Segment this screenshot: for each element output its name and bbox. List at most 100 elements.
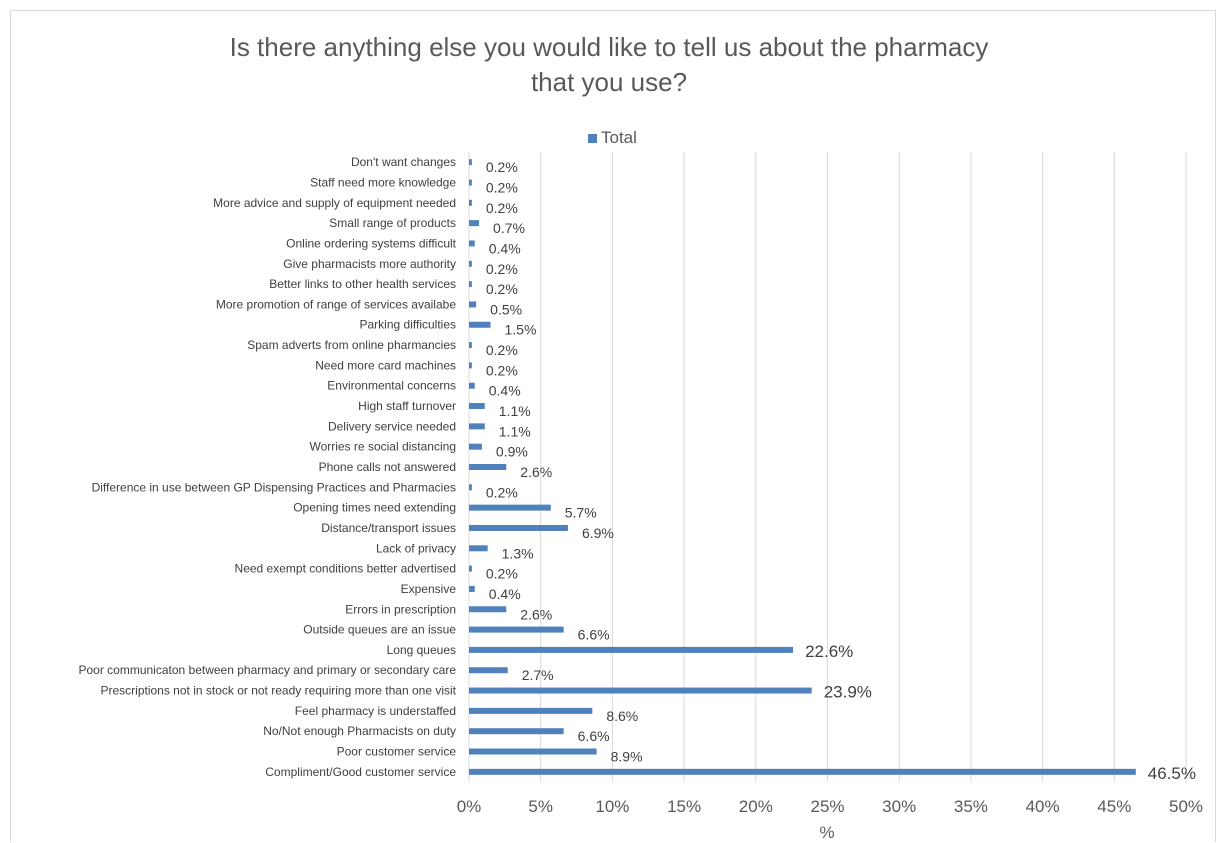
data-label: 8.9% — [611, 749, 643, 765]
category-label: Difference in use between GP Dispensing … — [92, 480, 456, 494]
data-label: 5.7% — [565, 505, 597, 521]
category-label: Delivery service needed — [328, 419, 456, 433]
data-label: 2.6% — [520, 606, 552, 622]
data-label: 6.9% — [582, 525, 614, 541]
category-label: Need exempt conditions better advertised — [235, 562, 456, 576]
bar — [469, 443, 482, 450]
category-label: Phone calls not answered — [319, 460, 456, 474]
category-label: More advice and supply of equipment need… — [213, 196, 456, 210]
data-label: 0.4% — [489, 240, 521, 256]
x-tick-label: 20% — [739, 797, 773, 816]
x-tick-label: 5% — [528, 797, 553, 816]
data-label: 0.2% — [486, 281, 518, 297]
bar — [469, 748, 597, 755]
bar — [469, 524, 568, 531]
x-tick-label: 35% — [954, 797, 988, 816]
bar — [469, 646, 794, 653]
bar — [469, 464, 507, 470]
category-label: Online ordering systems difficult — [286, 236, 457, 250]
category-label: Staff need more knowledge — [310, 175, 456, 189]
data-label: 0.2% — [486, 362, 518, 378]
bar — [469, 403, 485, 410]
bar — [469, 687, 812, 694]
data-label: 0.9% — [496, 444, 528, 460]
category-label: Worries re social distancing — [309, 440, 456, 454]
bar — [469, 199, 472, 206]
data-label: 0.7% — [493, 220, 525, 236]
category-label: Opening times need extending — [293, 501, 456, 515]
data-label: 23.9% — [824, 683, 872, 702]
data-label: 0.4% — [489, 383, 521, 399]
chart-legend: Total — [588, 128, 637, 148]
category-label: Better links to other health services — [269, 277, 456, 291]
category-label: Lack of privacy — [376, 541, 456, 555]
x-axis-title: % — [819, 823, 834, 842]
data-label: 22.6% — [805, 642, 853, 661]
x-tick-label: 25% — [810, 797, 844, 816]
category-label: Outside queues are an issue — [303, 623, 456, 637]
bar — [469, 768, 1136, 775]
x-tick-label: 30% — [882, 797, 916, 816]
data-label: 0.2% — [486, 200, 518, 216]
data-label: 0.2% — [486, 566, 518, 582]
data-label: 2.7% — [522, 667, 554, 683]
data-label: 46.5% — [1148, 764, 1196, 783]
data-label: 0.2% — [486, 342, 518, 358]
data-label: 0.4% — [489, 586, 521, 602]
category-label: Expensive — [401, 582, 457, 596]
chart-title: Is there anything else you would like to… — [229, 32, 989, 97]
data-label: 1.1% — [499, 403, 531, 419]
category-label: Need more card machines — [315, 358, 456, 372]
bar — [469, 281, 472, 288]
legend-label: Total — [601, 128, 637, 147]
bar — [469, 606, 507, 613]
category-label: Compliment/Good customer service — [265, 765, 456, 779]
category-label: Environmental concerns — [327, 379, 456, 393]
bar — [469, 667, 508, 674]
category-label: Prescriptions not in stock or not ready … — [100, 684, 456, 698]
category-label: Small range of products — [329, 216, 456, 230]
bar — [469, 545, 488, 552]
data-label: 0.5% — [490, 301, 522, 317]
category-label: Give pharmacists more authority — [283, 257, 456, 271]
bar — [469, 585, 475, 592]
category-label: More promotion of range of services avai… — [216, 297, 456, 311]
bar — [469, 423, 485, 430]
bar — [469, 220, 480, 227]
x-tick-label: 15% — [667, 797, 701, 816]
category-label: Poor communicaton between pharmacy and p… — [78, 663, 456, 677]
bar — [469, 362, 472, 369]
category-label: No/Not enough Pharmacists on duty — [263, 724, 456, 738]
bar — [469, 240, 475, 247]
bar — [469, 382, 475, 389]
data-label: 0.2% — [486, 484, 518, 500]
category-label: Poor customer service — [337, 745, 457, 759]
bar — [469, 728, 564, 735]
data-label: 0.2% — [486, 159, 518, 175]
bar — [469, 159, 472, 166]
category-label: Parking difficulties — [360, 318, 457, 332]
category-label: Errors in prescription — [345, 602, 456, 616]
bar — [469, 626, 564, 633]
bar — [469, 179, 472, 186]
bar — [469, 484, 472, 491]
bar — [469, 504, 551, 511]
data-label: 2.6% — [520, 464, 552, 480]
legend-swatch — [588, 133, 597, 143]
bar — [469, 260, 472, 267]
bar — [469, 301, 477, 308]
data-label: 0.2% — [486, 261, 518, 277]
x-tick-label: 0% — [457, 797, 482, 816]
x-tick-label: 10% — [595, 797, 629, 816]
category-label: Feel pharmacy is understaffed — [295, 704, 456, 718]
category-label: High staff turnover — [358, 399, 456, 413]
bar — [469, 342, 472, 349]
bar — [469, 321, 491, 328]
data-label: 1.1% — [499, 423, 531, 439]
x-tick-label: 50% — [1169, 797, 1203, 816]
category-label: Distance/transport issues — [321, 521, 456, 535]
data-label: 8.6% — [606, 708, 638, 724]
category-label: Spam adverts from online pharmancies — [247, 338, 456, 352]
chart-frame — [10, 10, 1216, 842]
